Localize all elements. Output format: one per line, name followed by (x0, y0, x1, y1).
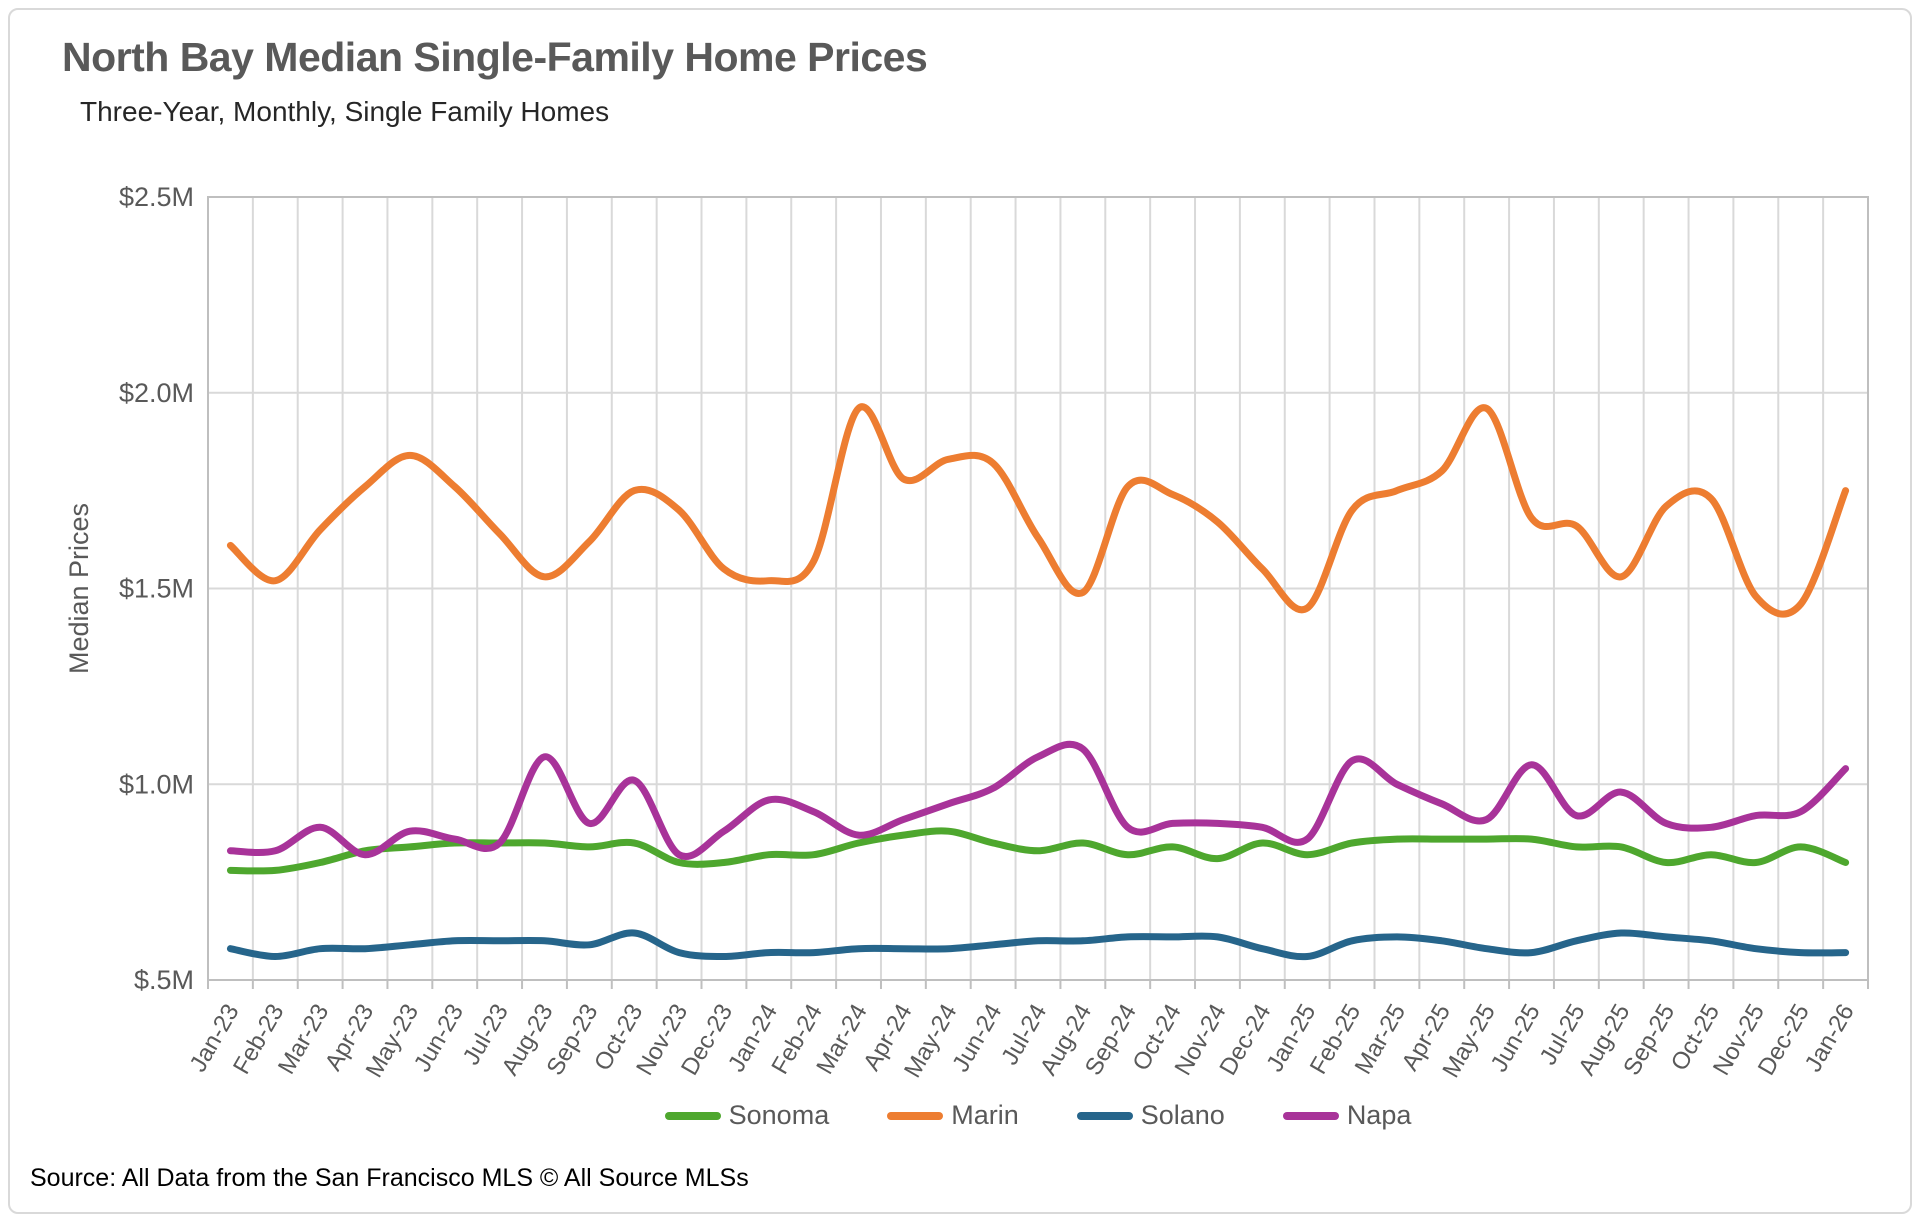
y-axis-tick-label: $2.0M (119, 378, 194, 408)
page-subtitle: Three-Year, Monthly, Single Family Homes (80, 96, 610, 127)
y-axis-tick-label: $1.5M (119, 574, 194, 604)
series-line-napa (226, 740, 1850, 860)
y-axis-tick-label: $.5M (134, 965, 194, 995)
legend-item-marin: Marin (887, 1100, 1019, 1131)
series-line-sonoma (226, 827, 1850, 875)
legend-item-napa: Napa (1282, 1100, 1412, 1131)
legend-item-solano: Solano (1076, 1100, 1225, 1131)
page-title: North Bay Median Single-Family Home Pric… (62, 34, 928, 80)
chart-legend: Sonoma Marin Solano Napa (208, 1100, 1868, 1131)
y-axis-title: Median Prices (64, 503, 94, 674)
napa-line-swatch (1282, 1111, 1339, 1120)
legend-label-sonoma: Sonoma (728, 1100, 830, 1130)
legend-item-sonoma: Sonoma (664, 1100, 830, 1131)
source-note: Source: All Data from the San Francisco … (30, 1164, 749, 1192)
chart-card (8, 8, 1912, 1214)
legend-label-napa: Napa (1346, 1100, 1412, 1130)
sonoma-line-swatch (664, 1111, 721, 1120)
solano-line-swatch (1076, 1111, 1133, 1120)
y-axis-tick-label: $1.0M (119, 769, 194, 799)
y-axis-tick-label: $2.5M (119, 182, 194, 212)
legend-label-marin: Marin (951, 1100, 1019, 1130)
series-line-marin (226, 403, 1850, 618)
series-line-solano (226, 929, 1850, 961)
plot-border (207, 196, 1869, 981)
marin-line-swatch (887, 1111, 944, 1120)
legend-label-solano: Solano (1140, 1100, 1225, 1130)
